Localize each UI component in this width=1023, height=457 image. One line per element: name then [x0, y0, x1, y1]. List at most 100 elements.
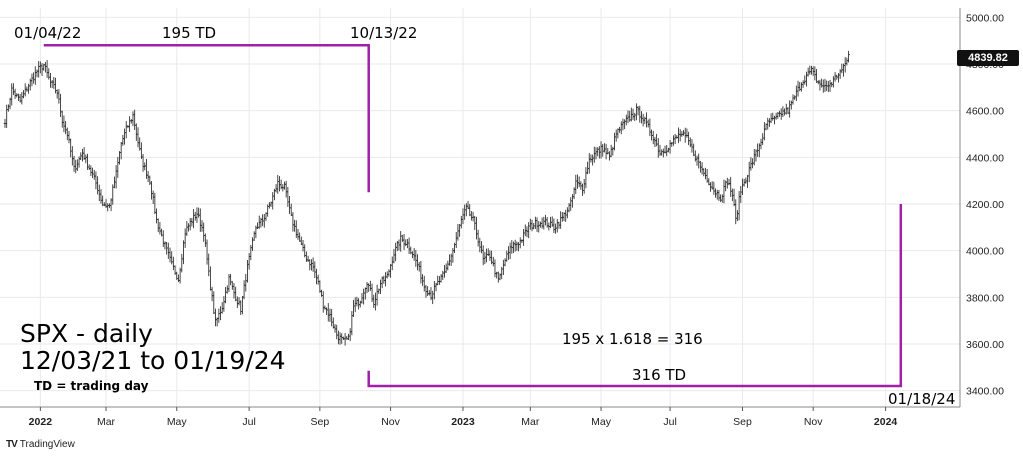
ohlc-bar: [342, 336, 345, 340]
fibonacci-calculation-label: 195 x 1.618 = 316: [562, 330, 703, 348]
ohlc-bar: [291, 212, 295, 232]
ohlc-bar: [463, 204, 467, 220]
ohlc-bar: [241, 295, 244, 315]
ohlc-bar: [784, 103, 788, 115]
price-bars: [3, 50, 850, 346]
ohlc-bar: [734, 199, 738, 225]
ohlc-bar: [87, 164, 91, 170]
ohlc-bar: [200, 220, 204, 232]
ohlc-bar: [367, 283, 371, 292]
ohlc-bar: [362, 288, 366, 305]
time-tick-label: 2023: [451, 416, 475, 428]
ohlc-bar: [438, 276, 441, 285]
ohlc-bar: [571, 194, 574, 208]
ohlc-bar: [293, 219, 297, 232]
time-axis-labels: 2022 Mar May Jul Sep Nov 2023 Mar May Jul Sep Nov 20…: [29, 407, 898, 428]
trading-days-316-label: 316 TD: [632, 366, 687, 384]
ohlc-bar: [725, 177, 729, 189]
ohlc-bar: [454, 232, 458, 249]
ohlc-bar: [336, 330, 340, 345]
time-tick-label: Mar: [521, 416, 540, 428]
ohlc-bar: [394, 242, 398, 262]
ohlc-bar: [406, 238, 409, 249]
ohlc-bar: [156, 218, 160, 233]
ohlc-bar: [207, 253, 211, 277]
ohlc-bar: [335, 324, 339, 340]
ohlc-bar: [124, 121, 128, 139]
ohlc-bar: [443, 264, 446, 278]
ohlc-bar: [459, 215, 463, 229]
ohlc-bar: [239, 300, 243, 315]
time-tick-label: 2024: [874, 416, 898, 428]
ohlc-bar: [384, 272, 387, 287]
ohlc-bar: [225, 285, 229, 294]
ohlc-bar: [666, 147, 670, 153]
tradingview-logo-mark: TV: [6, 439, 18, 450]
ohlc-bar: [559, 211, 563, 229]
ohlc-bar: [374, 292, 377, 311]
start-date-label: 01/04/22: [14, 24, 82, 42]
ohlc-bar: [321, 291, 325, 313]
ohlc-bar: [646, 119, 650, 128]
ohlc-bar: [464, 203, 468, 217]
ohlc-bar: [640, 111, 643, 124]
ohlc-bar: [25, 86, 29, 92]
ohlc-bar: [347, 333, 350, 341]
ohlc-bar: [525, 226, 529, 238]
ohlc-bar: [496, 271, 500, 283]
ohlc-bar: [59, 93, 62, 117]
ohlc-bar: [187, 223, 190, 232]
ohlc-bar: [766, 117, 770, 130]
ohlc-bar: [498, 273, 502, 281]
ohlc-bar: [203, 233, 207, 247]
ohlc-bar: [446, 260, 450, 271]
ohlc-bar: [441, 270, 445, 280]
ohlc-bar: [242, 280, 246, 300]
ohlc-bar: [624, 114, 628, 126]
ohlc-bar: [727, 178, 731, 186]
ohlc-bar: [478, 237, 482, 253]
ohlc-bar: [591, 154, 595, 166]
ohlc-bar: [552, 218, 556, 233]
ohlc-bar: [170, 251, 174, 265]
ohlc-bar: [783, 108, 786, 116]
ohlc-bar: [153, 192, 157, 215]
ohlc-bar: [33, 66, 37, 85]
ohlc-bar: [794, 85, 798, 102]
ohlc-bar: [714, 188, 717, 198]
ohlc-bar: [128, 116, 131, 133]
ohlc-bar: [621, 118, 625, 131]
td-legend: TD = trading day: [34, 379, 149, 393]
ohlc-bar: [592, 146, 596, 163]
ohlc-bar: [675, 135, 679, 139]
ohlc-bar: [94, 171, 98, 190]
ohlc-bar: [635, 103, 638, 121]
ohlc-bar: [565, 207, 569, 219]
ohlc-bar: [533, 216, 537, 229]
ohlc-bar: [99, 189, 103, 204]
ohlc-bar: [540, 217, 544, 229]
ohlc-bar: [581, 183, 584, 196]
ohlc-bar: [192, 209, 195, 229]
ohlc-bar: [234, 286, 238, 302]
ohlc-bar: [616, 128, 620, 139]
ohlc-bar: [12, 83, 15, 96]
ohlc-bar: [803, 75, 807, 85]
ohlc-bar: [244, 273, 248, 292]
ohlc-bar: [350, 311, 354, 336]
ohlc-bar: [837, 72, 840, 83]
ohlc-bar: [815, 69, 818, 83]
ohlc-bar: [653, 136, 657, 148]
ohlc-bar: [507, 246, 510, 260]
ohlc-bar: [522, 228, 525, 246]
ohlc-bar: [677, 127, 680, 144]
price-axis-labels: 3400.00 3600.00 3800.00 4000.00 4200.00 4400.…: [966, 12, 1004, 397]
ohlc-bar: [209, 266, 212, 291]
ohlc-bar: [468, 204, 472, 217]
ohlc-bar: [407, 237, 411, 254]
ohlc-bar: [426, 286, 430, 296]
ohlc-bar: [306, 255, 310, 262]
price-tick-label: 3800.00: [966, 292, 1004, 304]
tradingview-logo: TV TradingView: [6, 439, 75, 450]
ohlc-bar: [35, 69, 39, 78]
